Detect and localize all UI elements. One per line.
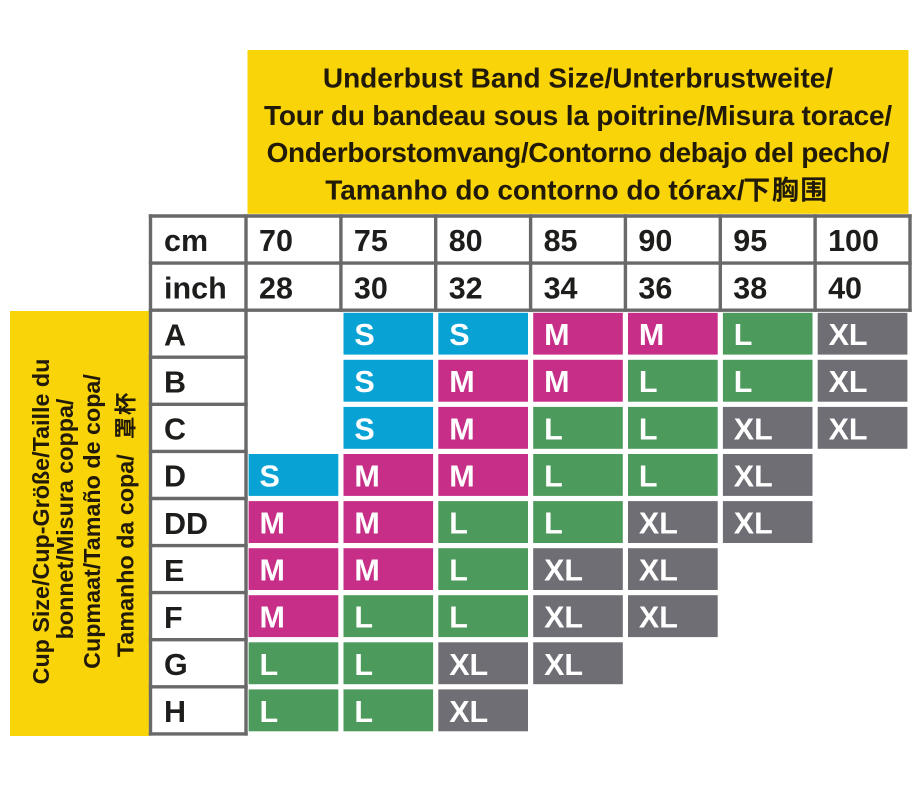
svg-text:M: M — [260, 507, 285, 541]
svg-text:Onderborstomvang/Contorno deba: Onderborstomvang/Contorno debajo del pec… — [267, 137, 890, 168]
svg-text:S: S — [260, 459, 280, 493]
svg-text:XL: XL — [829, 412, 868, 446]
svg-text:80: 80 — [449, 224, 483, 258]
svg-text:Underbust Band Size/Unterbrust: Underbust Band Size/Unterbrustweite/ — [323, 63, 834, 94]
svg-text:70: 70 — [259, 224, 293, 258]
svg-text:XL: XL — [639, 507, 678, 541]
svg-text:DD: DD — [164, 507, 208, 541]
svg-text:XL: XL — [734, 459, 773, 493]
svg-text:C: C — [164, 413, 186, 447]
svg-text:XL: XL — [544, 601, 583, 635]
svg-text:28: 28 — [259, 271, 293, 305]
svg-text:cm: cm — [164, 224, 208, 258]
svg-text:M: M — [354, 554, 379, 588]
svg-text:L: L — [354, 695, 373, 729]
svg-text:L: L — [449, 507, 468, 541]
svg-text:100: 100 — [828, 224, 879, 258]
svg-text:S: S — [354, 318, 374, 352]
svg-text:L: L — [544, 412, 563, 446]
svg-text:S: S — [354, 365, 374, 399]
svg-text:M: M — [449, 459, 474, 493]
svg-text:D: D — [164, 460, 186, 494]
svg-text:75: 75 — [354, 224, 388, 258]
svg-text:Tamanho do contorno do tórax/: Tamanho do contorno do tórax/ — [325, 174, 745, 205]
svg-text:H: H — [164, 695, 186, 729]
svg-text:30: 30 — [354, 271, 388, 305]
svg-text:A: A — [164, 318, 186, 352]
svg-text:40: 40 — [828, 271, 862, 305]
svg-text:34: 34 — [544, 271, 578, 305]
svg-text:M: M — [354, 507, 379, 541]
svg-text:XL: XL — [544, 648, 583, 682]
svg-text:L: L — [354, 648, 373, 682]
svg-text:L: L — [734, 318, 753, 352]
svg-text:36: 36 — [638, 271, 672, 305]
svg-text:bonnet/Misura coppa/: bonnet/Misura coppa/ — [52, 398, 78, 639]
svg-text:XL: XL — [829, 318, 868, 352]
svg-text:L: L — [449, 601, 468, 635]
svg-text:F: F — [164, 601, 183, 635]
svg-text:L: L — [260, 648, 279, 682]
svg-text:M: M — [639, 318, 664, 352]
svg-text:E: E — [164, 554, 184, 588]
svg-text:M: M — [449, 412, 474, 446]
svg-text:XL: XL — [639, 601, 678, 635]
svg-text:38: 38 — [733, 271, 767, 305]
svg-text:M: M — [544, 365, 569, 399]
svg-text:L: L — [354, 601, 373, 635]
svg-text:M: M — [544, 318, 569, 352]
svg-text:G: G — [164, 648, 188, 682]
svg-text:S: S — [449, 318, 469, 352]
svg-text:95: 95 — [733, 224, 767, 258]
svg-text:L: L — [449, 554, 468, 588]
svg-text:M: M — [260, 554, 285, 588]
svg-text:Tamanho da copa/: Tamanho da copa/ — [113, 454, 139, 657]
svg-text:L: L — [734, 365, 753, 399]
svg-text:Cup Size/Cup-Größe/Taille du: Cup Size/Cup-Größe/Taille du — [28, 359, 54, 685]
svg-text:XL: XL — [734, 507, 773, 541]
svg-text:XL: XL — [544, 554, 583, 588]
svg-text:L: L — [544, 459, 563, 493]
svg-text:XL: XL — [639, 554, 678, 588]
svg-text:XL: XL — [449, 695, 488, 729]
svg-text:XL: XL — [449, 648, 488, 682]
svg-text:L: L — [260, 695, 279, 729]
svg-text:L: L — [639, 459, 658, 493]
svg-text:L: L — [639, 365, 658, 399]
svg-text:XL: XL — [829, 365, 868, 399]
svg-text:L: L — [639, 412, 658, 446]
svg-text:85: 85 — [544, 224, 578, 258]
svg-text:M: M — [449, 365, 474, 399]
svg-text:inch: inch — [164, 271, 227, 305]
svg-text:S: S — [354, 412, 374, 446]
svg-text:32: 32 — [449, 271, 483, 305]
svg-text:M: M — [354, 459, 379, 493]
svg-text:90: 90 — [638, 224, 672, 258]
svg-text:B: B — [164, 365, 186, 399]
svg-text:Cupmaat/Tamaño de copa/: Cupmaat/Tamaño de copa/ — [79, 374, 105, 669]
svg-text:L: L — [544, 507, 563, 541]
svg-text:Tour du bandeau sous la poitri: Tour du bandeau sous la poitrine/Misura … — [264, 100, 892, 131]
svg-text:XL: XL — [734, 412, 773, 446]
svg-text:M: M — [260, 601, 285, 635]
